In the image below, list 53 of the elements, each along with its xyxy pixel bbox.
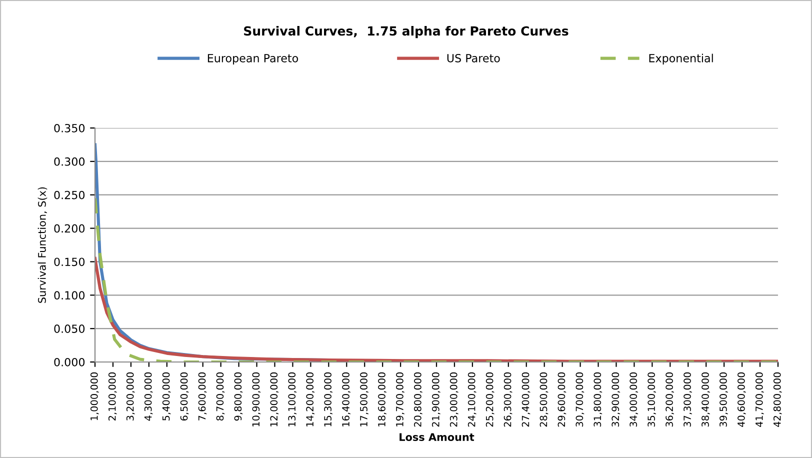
x-tick-label: 32,900,000 — [612, 372, 620, 427]
chart-title: Survival Curves, 1.75 alpha for Pareto Curves — [244, 26, 568, 38]
x-tick-label: 29,600,000 — [558, 372, 566, 427]
x-tick-label: 34,000,000 — [630, 372, 638, 427]
x-tick-label: 7,600,000 — [198, 372, 207, 420]
y-tick-label: 0.350 — [54, 124, 85, 132]
x-tick-label: 30,700,000 — [576, 372, 584, 427]
x-tick-label: 23,000,000 — [450, 372, 458, 427]
x-tick-label: 36,200,000 — [666, 372, 674, 427]
x-tick-label: 39,500,000 — [720, 372, 728, 427]
y-tick-label: 0.000 — [54, 358, 85, 366]
y-tick-label: 0.300 — [54, 157, 85, 166]
y-tick-label: 0.100 — [54, 291, 85, 300]
x-tick-label: 3,200,000 — [126, 372, 135, 420]
x-tick-label: 4,300,000 — [144, 372, 153, 421]
y-axis-title: Survival Function, S(x) — [38, 187, 48, 303]
x-tick-label: 38,400,000 — [702, 372, 710, 427]
legend-label: Exponential — [649, 54, 713, 65]
x-tick-label: 28,500,000 — [540, 372, 548, 427]
x-tick-label: 20,800,000 — [414, 372, 422, 427]
x-tick-label: 10,900,000 — [252, 372, 261, 426]
x-tick-label: 8,700,000 — [216, 372, 225, 421]
legend-label: European Pareto — [208, 54, 298, 65]
x-tick-label: 26,300,000 — [504, 372, 512, 427]
x-tick-label: 27,400,000 — [522, 372, 530, 427]
x-tick-label: 9,800,000 — [234, 372, 243, 421]
x-tick-label: 1,000,000 — [90, 372, 99, 420]
x-tick-label: 35,100,000 — [648, 372, 656, 427]
x-tick-label: 40,600,000 — [738, 372, 746, 427]
x-tick-label: 2,100,000 — [108, 372, 117, 420]
y-tick-label: 0.250 — [54, 190, 85, 200]
x-tick-label: 5,400,000 — [162, 372, 171, 420]
x-tick-label: 24,100,000 — [468, 372, 476, 427]
legend-label: US Pareto — [447, 54, 500, 62]
x-axis-title: Loss Amount — [400, 433, 474, 442]
x-tick-label: 41,700,000 — [755, 372, 764, 427]
x-tick-label: 25,200,000 — [486, 372, 494, 427]
x-tick-label: 21,900,000 — [432, 372, 440, 427]
y-tick-label: 0.050 — [54, 324, 85, 333]
x-tick-label: 12,000,000 — [270, 372, 279, 426]
x-tick-label: 19,700,000 — [396, 372, 404, 426]
x-tick-label: 31,800,000 — [594, 372, 602, 427]
x-tick-label: 18,600,000 — [378, 372, 386, 426]
x-tick-label: 6,500,000 — [180, 372, 189, 421]
x-tick-label: 37,300,000 — [684, 372, 692, 427]
x-tick-label: 16,400,000 — [342, 372, 350, 426]
x-tick-label: 17,500,000 — [360, 372, 368, 426]
x-tick-label: 14,200,000 — [306, 372, 314, 426]
x-tick-label: 42,800,000 — [773, 372, 782, 427]
x-tick-label: 13,100,000 — [288, 372, 297, 426]
y-tick-label: 0.200 — [54, 224, 85, 233]
y-tick-label: 0.150 — [54, 258, 85, 266]
x-tick-label: 15,300,000 — [324, 372, 332, 426]
